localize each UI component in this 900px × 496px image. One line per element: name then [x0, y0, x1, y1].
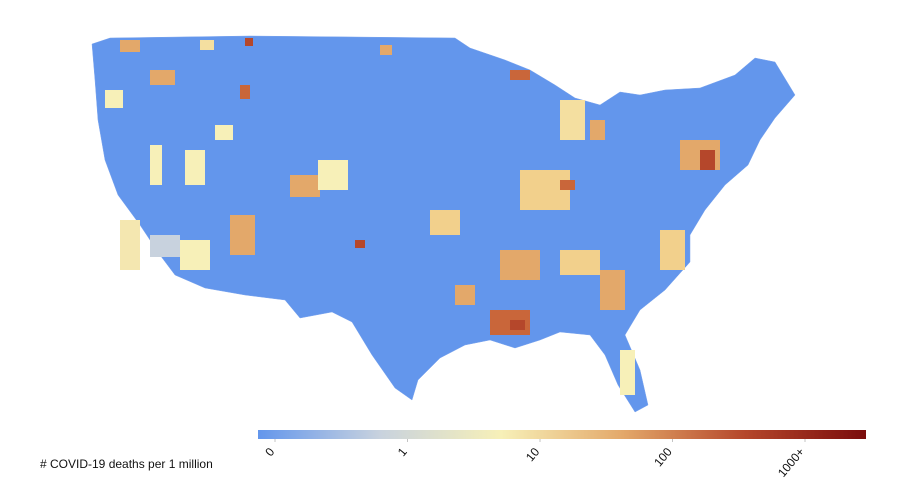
legend-title: # COVID-19 deaths per 1 million: [40, 457, 213, 471]
tick-label: 10: [523, 445, 543, 464]
tick-label: 100: [651, 445, 675, 470]
us-map: [91, 35, 796, 413]
tick-label: 0: [262, 445, 277, 459]
county-patches: [105, 38, 720, 395]
tick-label: 1: [395, 445, 410, 459]
tick-label: 1000+: [775, 445, 807, 480]
colorbar: [258, 430, 866, 439]
